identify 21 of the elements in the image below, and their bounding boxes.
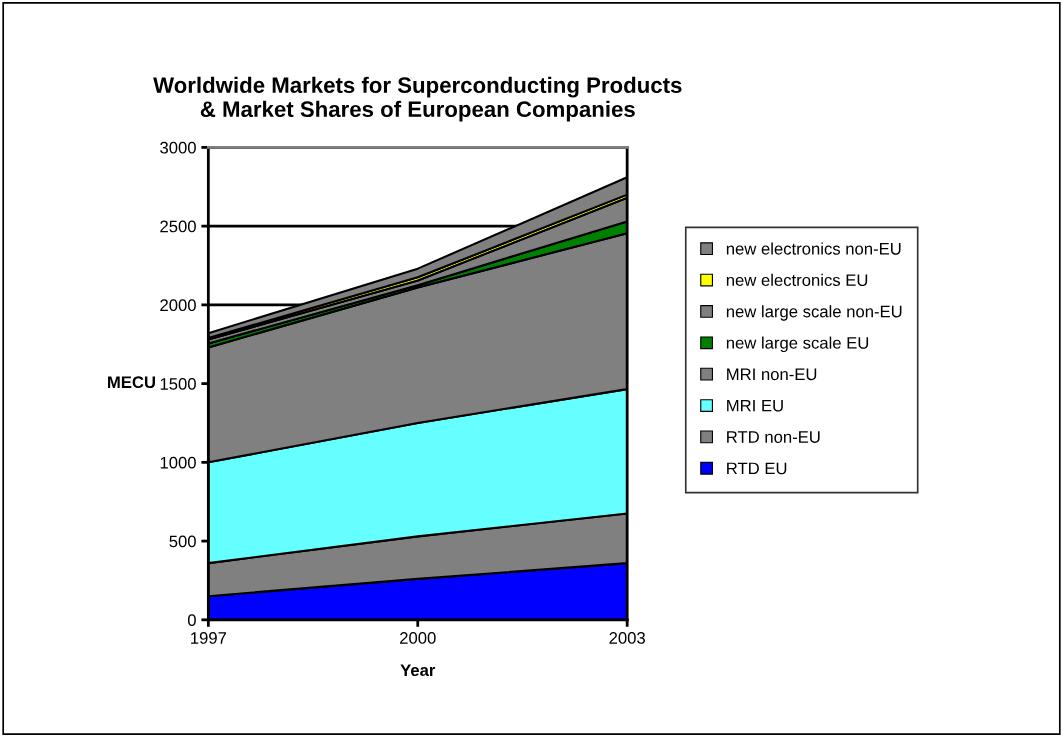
y-tick-label: 1000 [160,456,196,469]
legend-label: new large scale EU [726,336,869,353]
y-tick-label: 2000 [160,299,196,312]
legend-label: new electronics EU [726,273,868,287]
legend-label: MRI EU [727,399,783,412]
x-axis-title: Year [400,664,436,677]
legend-label: MRI non-EU [727,368,817,381]
x-tick-label: 1997 [191,632,227,644]
y-tick-label: 1500 [160,378,196,390]
x-tick-label: 2003 [609,632,645,644]
y-tick-label: 2500 [160,220,196,233]
legend-label: new large scale non-EU [726,305,902,321]
chart-title: Worldwide Markets for Superconducting Products & Market Shares of European Companies [153,76,682,122]
y-axis-title: MECU [108,376,155,389]
legend-label: RTD non-EU [727,431,820,443]
y-tick-label: 3000 [160,141,196,154]
legend-label: new electronics non-EU [726,242,901,255]
x-tick-label: 2000 [400,632,436,644]
legend-label: RTD EU [727,462,787,475]
y-tick-label: 500 [169,535,196,548]
y-tick-label: 0 [187,614,196,627]
